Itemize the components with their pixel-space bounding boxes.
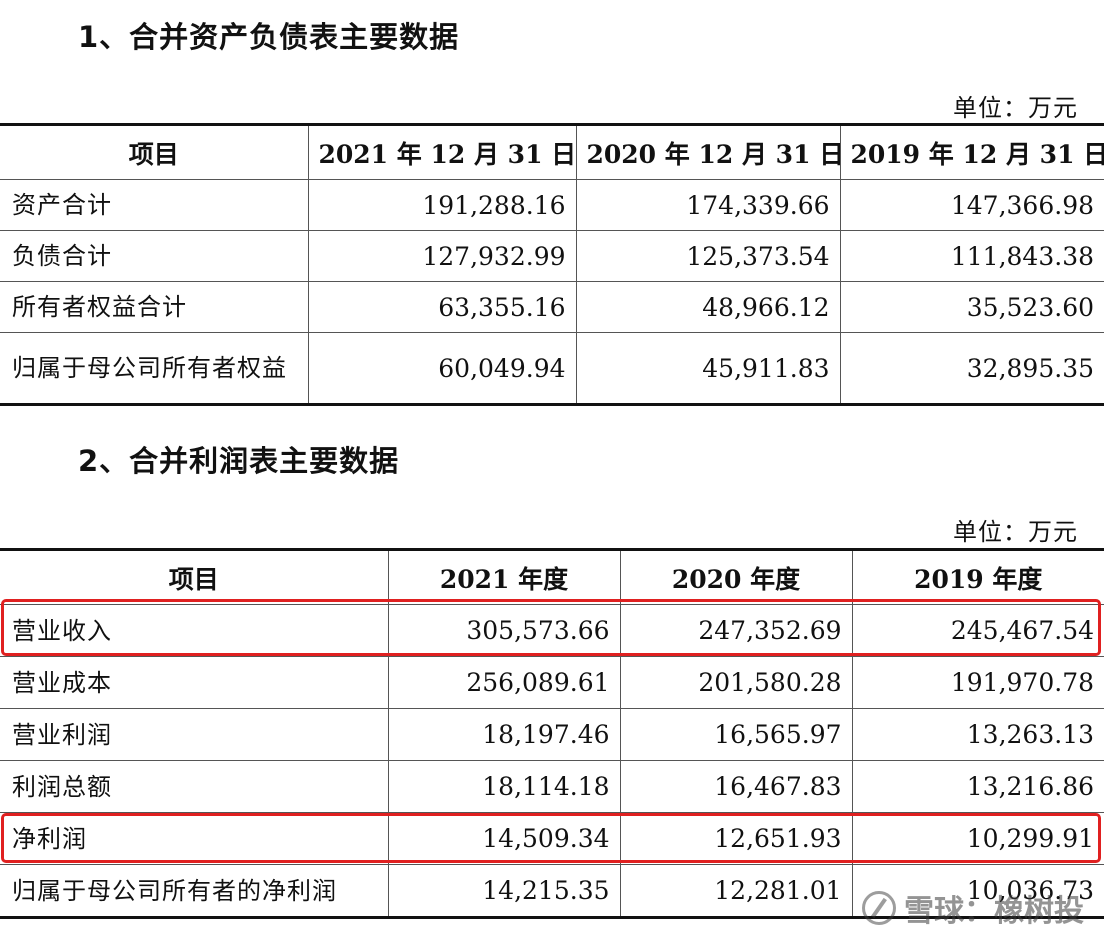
column-header: 项目 [0,548,389,605]
snowball-logo-icon [862,891,896,925]
row-label: 归属于母公司所有者权益 [0,332,309,406]
income-statement-table: 项目 2021 年度 2020 年度 2019 年度 营业收入 305,573.… [0,548,1104,919]
column-header: 2021 年 12 月 31 日 [307,123,577,180]
table-cell: 247,352.69 [619,604,853,657]
table-cell: 45,911.83 [575,332,841,406]
table-cell: 18,197.46 [387,708,621,761]
table-row: 营业利润 18,197.46 16,565.97 13,263.13 [0,708,1104,761]
table-cell: 14,215.35 [387,864,621,919]
table-cell: 10,299.91 [851,812,1104,865]
row-label: 归属于母公司所有者的净利润 [0,864,389,919]
column-header: 2020 年 12 月 31 日 [575,123,841,180]
table-cell: 13,263.13 [851,708,1104,761]
table-row: 净利润 14,509.34 12,651.93 10,299.91 [0,812,1104,865]
table-cell: 14,509.34 [387,812,621,865]
table-cell: 147,366.98 [839,179,1104,231]
table-cell: 48,966.12 [575,281,841,333]
row-label: 负债合计 [0,230,309,282]
row-label: 营业成本 [0,656,389,709]
table-row: 负债合计 127,932.99 125,373.54 111,843.38 [0,230,1104,282]
table-row: 归属于母公司所有者权益 60,049.94 45,911.83 32,895.3… [0,332,1104,406]
table-row: 营业成本 256,089.61 201,580.28 191,970.78 [0,656,1104,709]
column-header: 2019 年 12 月 31 日 [839,123,1104,180]
table-cell: 32,895.35 [839,332,1104,406]
table-cell: 60,049.94 [307,332,577,406]
row-label: 利润总额 [0,760,389,813]
table-header-row: 项目 2021 年度 2020 年度 2019 年度 [0,548,1104,605]
table-cell: 256,089.61 [387,656,621,709]
table-cell: 63,355.16 [307,281,577,333]
table-cell: 125,373.54 [575,230,841,282]
column-header: 2021 年度 [387,548,621,605]
table-cell: 111,843.38 [839,230,1104,282]
table-row: 利润总额 18,114.18 16,467.83 13,216.86 [0,760,1104,813]
column-header: 2020 年度 [619,548,853,605]
watermark: 雪球：橡树投 [862,886,1084,930]
table-cell: 191,970.78 [851,656,1104,709]
row-label: 资产合计 [0,179,309,231]
unit-label: 单位：万元 [953,94,1078,122]
table-cell: 174,339.66 [575,179,841,231]
table-cell: 16,467.83 [619,760,853,813]
table-header-row: 项目 2021 年 12 月 31 日 2020 年 12 月 31 日 201… [0,123,1104,180]
unit-label: 单位：万元 [953,518,1078,546]
table-cell: 13,216.86 [851,760,1104,813]
column-header: 项目 [0,123,309,180]
table-cell: 191,288.16 [307,179,577,231]
column-header: 2019 年度 [851,548,1104,605]
table-cell: 305,573.66 [387,604,621,657]
row-label: 营业收入 [0,604,389,657]
table-cell: 16,565.97 [619,708,853,761]
table-row: 所有者权益合计 63,355.16 48,966.12 35,523.60 [0,281,1104,333]
table-row: 营业收入 305,573.66 247,352.69 245,467.54 [0,604,1104,657]
table-cell: 35,523.60 [839,281,1104,333]
watermark-text: 雪球：橡树投 [904,894,1084,929]
row-label: 所有者权益合计 [0,281,309,333]
table-cell: 12,281.01 [619,864,853,919]
row-label: 净利润 [0,812,389,865]
balance-sheet-table: 项目 2021 年 12 月 31 日 2020 年 12 月 31 日 201… [0,123,1104,406]
row-label: 营业利润 [0,708,389,761]
table-row: 归属于母公司所有者的净利润 14,215.35 12,281.01 10,036… [0,864,1104,919]
table-cell: 245,467.54 [851,604,1104,657]
table-cell: 201,580.28 [619,656,853,709]
table-cell: 127,932.99 [307,230,577,282]
table-cell: 18,114.18 [387,760,621,813]
section-title-balance-sheet: 1、合并资产负债表主要数据 [78,20,460,54]
table-cell: 12,651.93 [619,812,853,865]
table-row: 资产合计 191,288.16 174,339.66 147,366.98 [0,179,1104,231]
section-title-income-statement: 2、合并利润表主要数据 [78,444,400,478]
